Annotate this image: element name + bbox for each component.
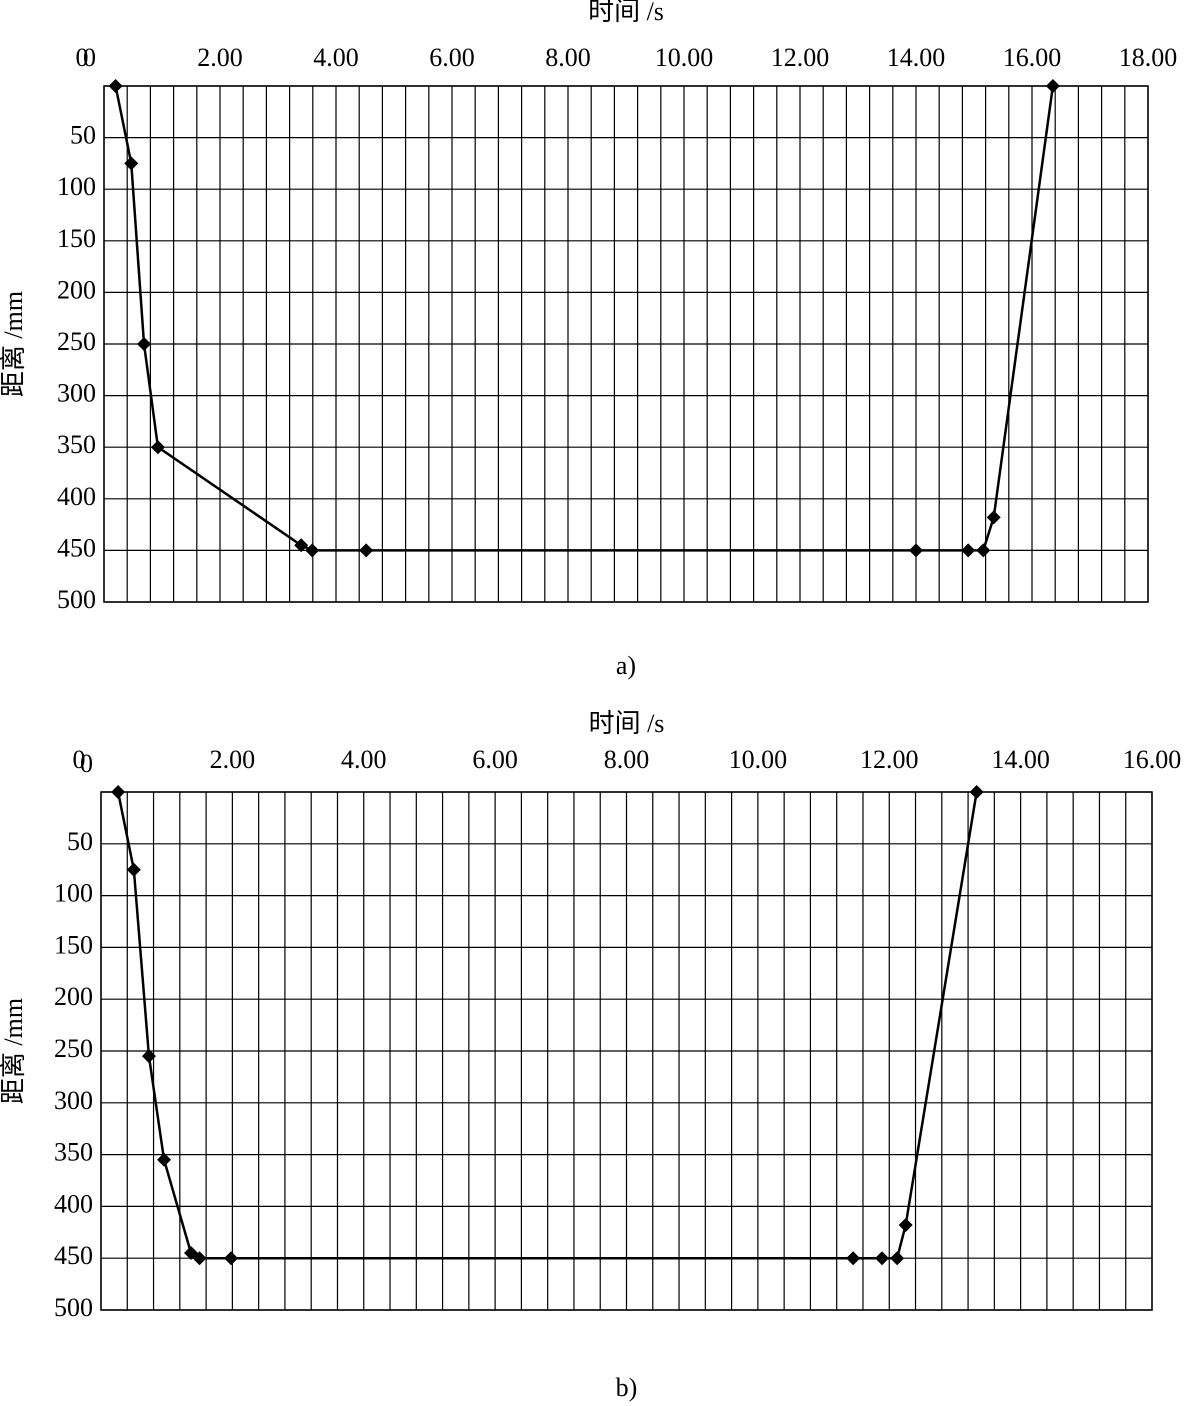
- y-axis-title: 距离 /mm: [0, 291, 28, 397]
- data-point: [976, 543, 991, 558]
- x-tick-label: 2.00: [197, 43, 243, 72]
- data-point: [111, 785, 126, 799]
- x-tick-label: 12.00: [771, 43, 830, 72]
- y-tick-label: 0: [80, 749, 93, 778]
- x-tick-label: 10.00: [655, 43, 714, 72]
- x-tick-label: 6.00: [429, 43, 475, 72]
- x-tick-label: 16.00: [1123, 745, 1182, 774]
- x-axis-title: 时间 /s: [589, 709, 665, 738]
- y-tick-label: 300: [54, 1086, 93, 1115]
- y-tick-label: 500: [57, 585, 96, 614]
- plot-frame: [100, 791, 1153, 1311]
- x-tick-label: 4.00: [341, 745, 387, 774]
- y-tick-label: 500: [54, 1293, 93, 1322]
- caption: a): [616, 651, 636, 680]
- data-point: [150, 440, 165, 455]
- y-tick-label: 400: [57, 482, 96, 511]
- data-point: [294, 538, 309, 553]
- data-point: [126, 862, 141, 877]
- data-point: [141, 1049, 156, 1064]
- x-tick-label: 10.00: [729, 745, 788, 774]
- data-point: [192, 1251, 207, 1266]
- x-tick-label: 6.00: [472, 745, 518, 774]
- y-tick-label: 200: [57, 275, 96, 304]
- data-point: [846, 1251, 861, 1266]
- y-tick-label: 250: [54, 1034, 93, 1063]
- y-tick-label: 0: [83, 43, 96, 72]
- y-tick-label: 200: [54, 982, 93, 1011]
- data-point: [1045, 79, 1060, 93]
- y-tick-label: 450: [57, 533, 96, 562]
- x-tick-label: 16.00: [1003, 43, 1062, 72]
- y-tick-label: 350: [57, 430, 96, 459]
- x-axis-title: 时间 /s: [588, 0, 664, 26]
- plot-frame: [103, 85, 1149, 603]
- y-tick-label: 450: [54, 1241, 93, 1270]
- y-tick-label: 150: [54, 930, 93, 959]
- data-point: [969, 785, 984, 799]
- x-tick-label: 8.00: [604, 745, 650, 774]
- data-point: [359, 543, 374, 558]
- x-tick-label: 8.00: [545, 43, 591, 72]
- data-point: [137, 337, 152, 351]
- data-point: [305, 543, 320, 558]
- data-point: [909, 543, 923, 558]
- y-tick-label: 350: [54, 1138, 93, 1167]
- y-tick-label: 50: [70, 121, 96, 150]
- y-tick-label: 100: [54, 879, 93, 908]
- x-tick-label: 4.00: [313, 43, 359, 72]
- data-point: [898, 1218, 913, 1233]
- x-tick-label: 0: [73, 745, 86, 774]
- caption: b): [616, 1373, 638, 1402]
- data-point: [108, 79, 123, 93]
- y-tick-label: 50: [67, 827, 93, 856]
- data-point: [157, 1152, 172, 1167]
- x-tick-label: 0: [76, 43, 89, 72]
- x-tick-label: 18.00: [1119, 43, 1178, 72]
- data-point: [890, 1251, 905, 1266]
- x-tick-label: 12.00: [860, 745, 919, 774]
- x-tick-label: 14.00: [991, 745, 1050, 774]
- data-point: [961, 543, 976, 558]
- data-point: [224, 1251, 239, 1266]
- x-tick-label: 14.00: [887, 43, 946, 72]
- data-point: [875, 1251, 890, 1266]
- data-point: [986, 510, 1001, 525]
- y-tick-label: 100: [57, 172, 96, 201]
- data-line: [114, 85, 1055, 552]
- y-axis-title: 距离 /mm: [0, 998, 28, 1104]
- y-tick-label: 150: [57, 224, 96, 253]
- data-point: [124, 156, 139, 171]
- y-tick-label: 250: [57, 327, 96, 356]
- y-tick-label: 300: [57, 379, 96, 408]
- y-tick-label: 400: [54, 1189, 93, 1218]
- x-tick-label: 2.00: [210, 745, 256, 774]
